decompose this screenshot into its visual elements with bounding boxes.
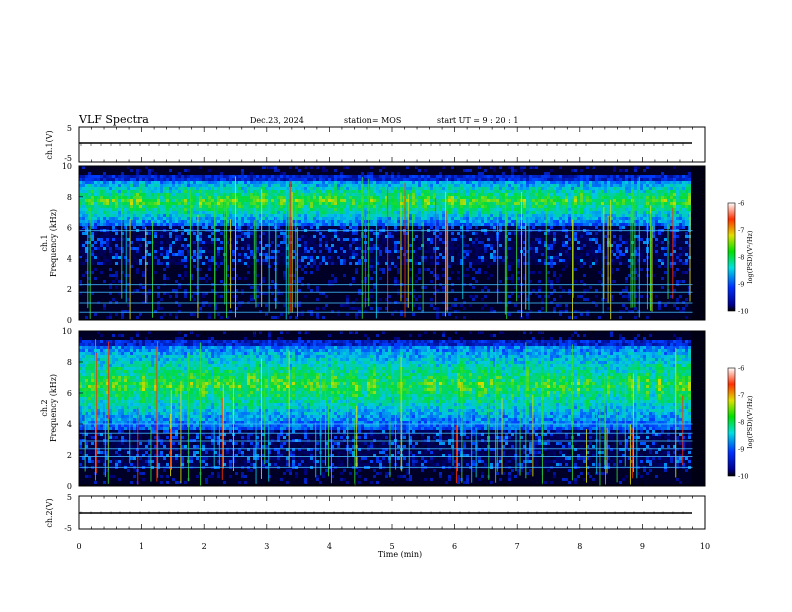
ch2-colorbar: -6 -7 -8 -9 -10 log(PSD)(V²/Hz) bbox=[727, 365, 754, 481]
ch1-spectrogram-ticks bbox=[78, 166, 706, 320]
ch2-colorbar-label: log(PSD)(V²/Hz) bbox=[746, 395, 754, 448]
ch1-waveform-panel: 5 -5 ch.1(V) bbox=[45, 124, 706, 163]
x-tick-label: 7 bbox=[515, 542, 520, 551]
ch1-ytick-top: 5 bbox=[67, 124, 72, 133]
x-tick-label: 5 bbox=[389, 542, 394, 551]
ch1-waveform-ylabel: ch.1(V) bbox=[45, 130, 54, 159]
x-tick-label: 0 bbox=[76, 542, 81, 551]
x-tick-label: 10 bbox=[700, 542, 710, 551]
y-tick-label: 10 bbox=[62, 327, 72, 336]
date-label: Dec.23, 2024 bbox=[250, 116, 304, 125]
ch1-colorbar-ticks: -6 -7 -8 -9 -10 bbox=[738, 200, 748, 316]
y-tick-label: 4 bbox=[67, 420, 72, 429]
y-tick-label: 6 bbox=[67, 389, 72, 398]
x-tick-label: 9 bbox=[640, 542, 645, 551]
ch1-spectrogram-yticks: 0 2 4 6 8 10 bbox=[62, 162, 705, 325]
x-axis-label: Time (min) bbox=[378, 550, 422, 559]
y-tick-label: 0 bbox=[67, 482, 72, 491]
colorbar-tick-label: -10 bbox=[738, 473, 748, 481]
y-tick-label: 8 bbox=[67, 193, 72, 202]
x-axis-tick-labels: 0 1 2 3 4 5 6 7 8 9 10 bbox=[76, 542, 710, 551]
ch2-spectrogram-ylabel-channel: ch.2 bbox=[40, 399, 49, 416]
ch2-spectrogram-ticks bbox=[78, 331, 706, 486]
colorbar-tick-label: -7 bbox=[738, 227, 744, 235]
ch1-spectrogram-ylabel-channel: ch.1 bbox=[40, 234, 49, 251]
x-tick-label: 6 bbox=[452, 542, 457, 551]
x-tick-label: 1 bbox=[139, 542, 144, 551]
x-tick-label: 8 bbox=[577, 542, 582, 551]
ch1-ytick-bottom: -5 bbox=[64, 154, 72, 163]
x-tick-label: 2 bbox=[202, 542, 207, 551]
figure-title: VLF Spectra bbox=[78, 113, 149, 126]
ch1-spectrogram-ylabel-frequency: Frequency (kHz) bbox=[49, 209, 58, 277]
colorbar-tick-label: -9 bbox=[738, 446, 744, 454]
ch2-colorbar-gradient bbox=[727, 367, 736, 477]
ch1-colorbar-gradient bbox=[727, 202, 736, 312]
colorbar-tick-label: -7 bbox=[738, 392, 744, 400]
ch1-colorbar-label: log(PSD)(V²/Hz) bbox=[746, 230, 754, 283]
ch2-colorbar-ticks: -6 -7 -8 -9 -10 bbox=[738, 365, 748, 481]
ch2-spectrogram-yticks: 0 2 4 6 8 10 bbox=[62, 327, 705, 491]
ch2-spectrogram-ylabel-frequency: Frequency (kHz) bbox=[49, 374, 58, 442]
y-tick-label: 0 bbox=[67, 316, 72, 325]
colorbar-tick-label: -8 bbox=[738, 419, 744, 427]
ch1-spectrogram-panel: 0 2 4 6 8 10 ch.1 Frequency (kHz) bbox=[40, 162, 706, 325]
y-tick-label: 6 bbox=[67, 224, 72, 233]
ch2-ytick-bottom: -5 bbox=[64, 524, 72, 533]
ch2-spectrogram-panel: 0 2 4 6 8 10 ch.2 Frequency (kHz) bbox=[40, 327, 706, 491]
x-tick-label: 3 bbox=[264, 542, 269, 551]
colorbar-tick-label: -6 bbox=[738, 200, 744, 208]
x-tick-label: 4 bbox=[327, 542, 332, 551]
ch1-colorbar: -6 -7 -8 -9 -10 log(PSD)(V²/Hz) bbox=[727, 200, 754, 316]
ch2-waveform-ylabel: ch.2(V) bbox=[45, 498, 54, 527]
ch1-waveform-ticks bbox=[78, 127, 706, 162]
y-tick-label: 2 bbox=[67, 451, 72, 460]
colorbar-tick-label: -8 bbox=[738, 254, 744, 262]
y-tick-label: 10 bbox=[62, 162, 72, 171]
ch1-spectrogram-image bbox=[79, 166, 693, 320]
y-tick-label: 2 bbox=[67, 285, 72, 294]
ch2-waveform-panel: 5 -5 ch.2(V) bbox=[45, 493, 706, 533]
station-label: station= MOS bbox=[344, 116, 401, 125]
ch2-spectrogram-image bbox=[79, 331, 693, 486]
ch2-ytick-top: 5 bbox=[67, 493, 72, 502]
colorbar-tick-label: -10 bbox=[738, 308, 748, 316]
start-time-label: start UT = 9 : 20 : 1 bbox=[437, 116, 518, 125]
y-tick-label: 8 bbox=[67, 358, 72, 367]
colorbar-tick-label: -9 bbox=[738, 281, 744, 289]
y-tick-label: 4 bbox=[67, 254, 72, 263]
colorbar-tick-label: -6 bbox=[738, 365, 744, 373]
